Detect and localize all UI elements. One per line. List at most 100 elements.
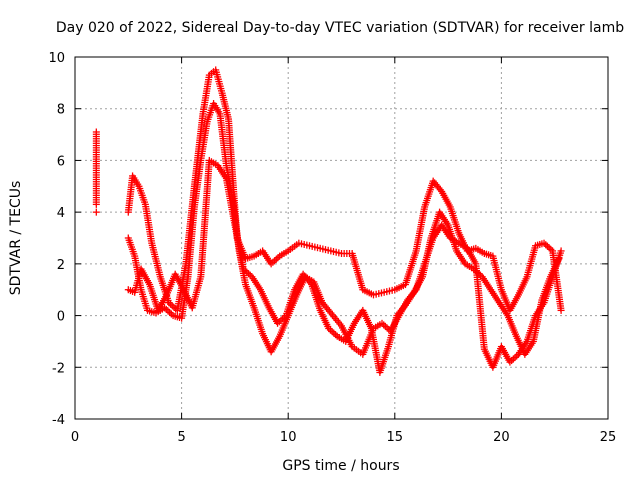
data-points [92,66,565,376]
data-point-trail [340,336,348,344]
data-point-trail [411,249,419,257]
chart-title: Day 020 of 2022, Sidereal Day-to-day VTE… [56,20,624,36]
axis-ticks [74,56,609,420]
x-tick-label: 15 [387,430,404,445]
data-point-trail [461,243,469,251]
data-point-trail [557,304,565,312]
data-point-trail [468,264,476,272]
data-point-trail [134,180,142,188]
data-point-trail [145,279,153,287]
data-point-trail [162,293,170,301]
data-point-trail [324,322,332,330]
data-point-trail [130,250,138,258]
x-tick-label: 0 [71,430,79,445]
data-point-trail [315,304,323,312]
data-point-trail [452,245,460,253]
data-point-trail [241,253,249,261]
data-point-trail [196,159,204,167]
data-point-trail [264,302,272,310]
y-axis-label: SDTVAR / TECUs [8,181,24,296]
data-point-trail [377,289,385,297]
data-point-trail [156,271,164,279]
y-tick-label: -2 [52,361,65,376]
data-point-trail [147,237,155,245]
data-point-trail [528,339,536,347]
data-point-trail [317,297,325,305]
data-point-trail [436,186,444,194]
tick-labels: 0 5 10 15 20 25 -4 -2 0 2 4 6 8 10 [48,51,616,445]
data-point-trail [217,87,225,95]
data-point-trail [494,297,502,305]
data-point-trail [427,236,435,244]
data-point-trail [511,330,519,338]
data-point-trail [290,288,298,296]
data-point-trail [388,286,396,294]
x-tick-label: 25 [600,430,617,445]
data-point-trail [215,108,223,116]
grid-lines [75,57,608,419]
plot-frame [74,56,609,420]
data-point-trail [347,341,355,349]
data-point-trail [324,246,332,254]
data-point-trail [522,275,530,283]
data-point-trail [332,331,340,339]
data-point-trail [92,198,100,206]
y-tick-label: 4 [57,206,65,221]
data-point-trail [554,257,562,265]
data-point-trail [255,284,263,292]
data-point-trail [306,279,314,287]
data-point-trail [222,159,230,167]
data-point-trail [400,303,408,311]
data-point-trail [325,307,333,315]
data-point-trail [239,263,247,271]
data-point-trail [203,120,211,128]
data-point-trail [141,198,149,206]
data-point-trail [349,321,357,329]
data-point-trail [221,173,229,181]
data-point-trail [478,248,486,256]
y-tick-label: 2 [57,258,65,273]
data-point-trail [282,248,290,256]
data-point-trail [196,275,204,283]
data-point-trail [538,240,546,248]
data-point-trail [522,339,530,347]
x-tick-label: 5 [177,430,185,445]
data-point-trail [409,290,417,298]
data-point-trail [280,313,288,321]
data-point-trail [392,314,400,322]
y-tick-label: -4 [52,413,65,428]
data-point-trail [537,298,545,306]
data-point-trail [224,113,232,121]
data-point-trail [248,253,256,261]
data-point-trail [366,322,374,330]
data-point-trail [274,254,282,262]
data-point-trail [417,275,425,283]
data-point-trail [230,219,238,227]
data-point-trail [258,328,266,336]
data-point [92,208,100,216]
data-point-trail [275,334,283,342]
data-point-trail [420,205,428,213]
data-point-trail [443,219,451,227]
y-tick-label: 8 [57,103,65,118]
data-point-trail [212,160,220,168]
data-point-trail [303,241,311,249]
data-point-trail [205,73,213,81]
data-point-trail [547,245,555,253]
y-tick-label: 6 [57,154,65,169]
y-tick-label: 10 [48,51,65,66]
y-tick-label: 0 [57,310,65,325]
data-point-trail [241,278,249,286]
x-tick-label: 10 [280,430,297,445]
data-point-trail [293,241,301,249]
data-point-trail [179,284,187,292]
data-point-trail [486,284,494,292]
data-point-trail [513,293,521,301]
data-point-trail [460,258,468,266]
data-point-trail [384,345,392,353]
data-point-trail [480,343,488,351]
data-point-trail [546,275,554,283]
x-axis-label: GPS time / hours [282,458,399,474]
